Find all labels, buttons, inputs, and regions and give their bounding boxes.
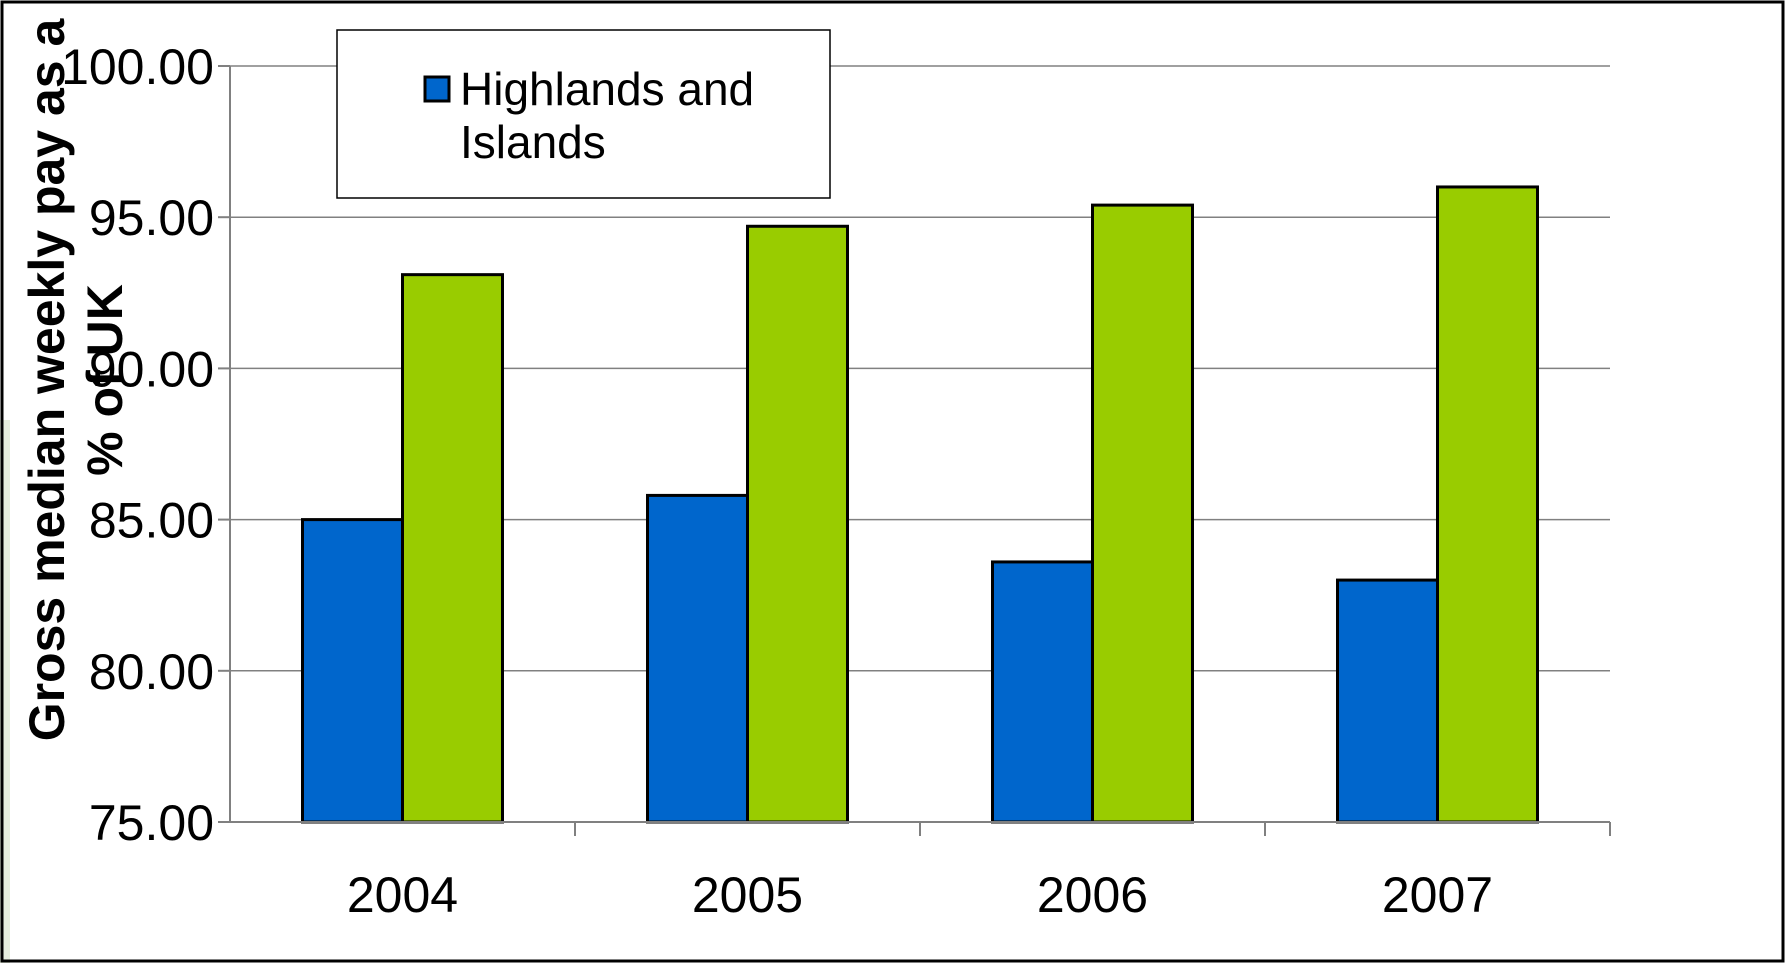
bar-series-1-2007 — [1336, 578, 1439, 824]
x-tick-label-2006: 2006 — [1037, 867, 1148, 923]
x-tick-label-2005: 2005 — [692, 867, 803, 923]
bar-series-group — [301, 185, 1539, 824]
y-axis-title-line2: % of UK — [77, 284, 133, 476]
y-tick-label: 85.00 — [89, 493, 214, 549]
y-tick-label: 95.00 — [89, 190, 214, 246]
y-axis-title-line1: Gross median weekly pay as a — [19, 18, 75, 742]
y-tick-label: 80.00 — [89, 644, 214, 700]
y-tick-label: 75.00 — [89, 795, 214, 851]
legend-label-highlands-and-islands-line2: Islands — [460, 116, 606, 168]
y-tick-label: 90.00 — [89, 341, 214, 397]
bar-series-2-2004 — [401, 273, 504, 824]
legend-swatch-highlands-and-islands — [423, 75, 451, 103]
x-tick-labels: 2004 2005 2006 2007 — [347, 867, 1493, 923]
legend-label-highlands-and-islands: Highlands and — [460, 63, 754, 115]
bar-series-2-2006 — [1091, 203, 1194, 824]
bar-series-2-2005 — [746, 224, 849, 824]
bar-series-1-2004 — [301, 518, 404, 824]
legend-box — [336, 29, 831, 199]
y-axis-title: Gross median weekly pay as a % of UK — [19, 18, 133, 742]
x-tick-label-2004: 2004 — [347, 867, 458, 923]
y-tick-labels: 75.00 80.00 85.00 90.00 95.00 100.00 — [61, 39, 214, 851]
legend: Highlands and Islands — [336, 29, 831, 199]
background-accent-stripe — [0, 420, 10, 963]
bar-series-2-2007 — [1436, 185, 1539, 824]
bar-series-1-2006 — [991, 560, 1094, 824]
x-tick-label-2007: 2007 — [1382, 867, 1493, 923]
bar-series-1-2005 — [646, 493, 749, 824]
axes — [229, 66, 1610, 823]
y-tick-label: 100.00 — [61, 39, 214, 95]
